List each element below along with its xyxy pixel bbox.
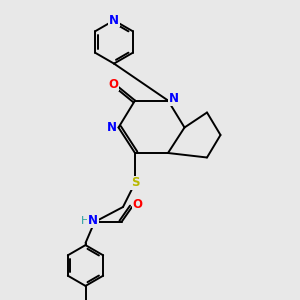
Text: H: H xyxy=(81,215,89,226)
Text: N: N xyxy=(88,214,98,227)
Text: N: N xyxy=(109,14,119,27)
Text: N: N xyxy=(107,121,117,134)
Text: O: O xyxy=(132,197,142,211)
Text: S: S xyxy=(131,176,139,190)
Text: O: O xyxy=(108,77,118,91)
Text: N: N xyxy=(168,92,178,106)
